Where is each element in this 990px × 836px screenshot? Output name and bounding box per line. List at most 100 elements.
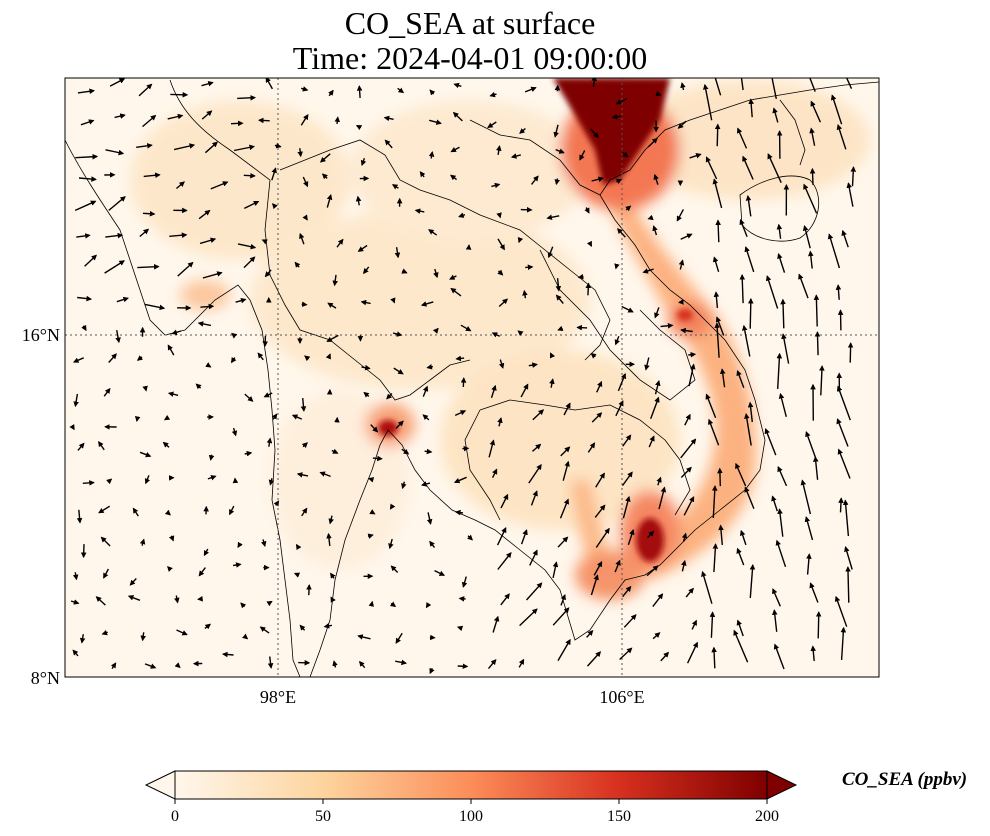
wind-arrow bbox=[454, 509, 464, 516]
wind-arrow bbox=[660, 322, 674, 329]
wind-arrow bbox=[703, 83, 713, 121]
wind-arrow bbox=[301, 507, 308, 517]
wind-arrow bbox=[237, 541, 243, 548]
wind-arrow bbox=[684, 413, 691, 426]
wind-arrow bbox=[98, 440, 105, 451]
wind-arrow bbox=[355, 195, 362, 206]
wind-arrow bbox=[368, 477, 375, 483]
wind-arrow bbox=[293, 572, 301, 578]
wind-arrow bbox=[621, 305, 634, 313]
wind-arrow bbox=[237, 243, 257, 250]
colorbar-label: CO_SEA (ppbv) bbox=[842, 769, 968, 790]
wind-arrow bbox=[585, 282, 592, 296]
wind-arrow bbox=[806, 553, 812, 575]
wind-arrow bbox=[265, 78, 274, 90]
wind-arrow bbox=[144, 475, 151, 485]
wind-arrow bbox=[323, 623, 333, 629]
wind-arrow bbox=[205, 362, 212, 368]
wind-arrow bbox=[201, 81, 214, 87]
wind-arrow bbox=[742, 155, 754, 180]
wind-arrow bbox=[647, 137, 658, 148]
wind-arrow bbox=[321, 173, 328, 180]
wind-arrow bbox=[395, 420, 404, 429]
wind-arrow bbox=[557, 536, 569, 548]
wind-arrow bbox=[467, 534, 474, 541]
wind-arrow bbox=[326, 532, 332, 546]
wind-arrow bbox=[449, 274, 457, 280]
wind-arrow bbox=[457, 663, 469, 670]
wind-arrow bbox=[654, 307, 660, 319]
wind-arrow bbox=[139, 228, 150, 238]
wind-arrow bbox=[836, 418, 849, 447]
wind-arrow bbox=[401, 481, 407, 490]
lat-tick-16: 16°N bbox=[22, 325, 60, 345]
wind-arrow bbox=[591, 176, 604, 182]
wind-arrow bbox=[105, 149, 125, 156]
wind-arrow bbox=[393, 367, 404, 375]
wind-arrow bbox=[810, 100, 822, 123]
wind-arrow bbox=[617, 228, 626, 238]
wind-arrow bbox=[808, 250, 814, 269]
colorbar-gradient bbox=[175, 771, 767, 799]
colorbar-tick-label: 100 bbox=[459, 808, 483, 825]
wind-arrow bbox=[594, 504, 606, 518]
wind-arrow bbox=[736, 369, 745, 389]
wind-arrow bbox=[101, 629, 108, 636]
wind-arrow bbox=[680, 82, 686, 91]
wind-arrow bbox=[529, 549, 538, 566]
wind-arrow bbox=[386, 393, 393, 400]
wind-arrow bbox=[715, 316, 725, 336]
wind-arrow bbox=[422, 385, 429, 397]
wind-arrow bbox=[838, 497, 844, 513]
wind-arrow bbox=[78, 176, 97, 182]
wind-arrow bbox=[401, 448, 410, 455]
wind-arrow bbox=[591, 412, 603, 423]
wind-arrow bbox=[496, 526, 507, 546]
wind-arrow bbox=[108, 353, 117, 363]
wind-arrow bbox=[846, 182, 854, 207]
wind-arrow bbox=[652, 225, 658, 236]
wind-arrow bbox=[273, 500, 280, 507]
wind-arrow bbox=[429, 119, 442, 125]
wind-arrow bbox=[802, 225, 811, 249]
wind-arrow bbox=[593, 561, 603, 576]
wind-arrow bbox=[426, 512, 433, 525]
wind-arrow bbox=[243, 200, 260, 210]
wind-arrow bbox=[390, 297, 396, 304]
wind-arrow bbox=[623, 614, 637, 628]
wind-arrow bbox=[109, 78, 126, 87]
wind-arrow bbox=[237, 95, 257, 101]
wind-arrow bbox=[424, 448, 433, 455]
wind-arrow bbox=[266, 600, 273, 607]
wind-arrow bbox=[429, 540, 436, 549]
wind-arrow bbox=[781, 333, 790, 364]
wind-arrow bbox=[744, 246, 755, 273]
wind-arrow bbox=[810, 645, 817, 662]
wind-arrow bbox=[705, 393, 717, 418]
wind-arrow bbox=[498, 359, 505, 369]
wind-arrow bbox=[420, 301, 434, 307]
wind-arrow bbox=[429, 89, 436, 96]
wind-arrow bbox=[736, 547, 745, 566]
wind-arrow bbox=[809, 167, 816, 185]
colorbar: 0 50 100 150 200 bbox=[144, 770, 798, 825]
wind-arrow bbox=[384, 139, 393, 149]
wind-arrow bbox=[368, 600, 375, 607]
wind-arrow bbox=[325, 353, 331, 360]
wind-arrow bbox=[300, 398, 307, 412]
wind-arrow bbox=[414, 208, 425, 214]
wind-arrow bbox=[232, 562, 242, 568]
wind-arrow bbox=[257, 117, 270, 124]
wind-arrow bbox=[771, 78, 777, 100]
wind-arrow bbox=[549, 352, 556, 359]
wind-arrow bbox=[114, 113, 126, 119]
wind-arrow bbox=[326, 194, 333, 208]
wind-arrow bbox=[453, 476, 467, 484]
wind-arrow bbox=[361, 364, 371, 371]
wind-arrow bbox=[680, 466, 692, 478]
wind-arrow bbox=[452, 111, 463, 122]
wind-arrow bbox=[517, 236, 524, 244]
wind-arrow bbox=[688, 351, 697, 358]
wind-arrow bbox=[460, 324, 472, 332]
wind-arrow bbox=[621, 151, 629, 158]
